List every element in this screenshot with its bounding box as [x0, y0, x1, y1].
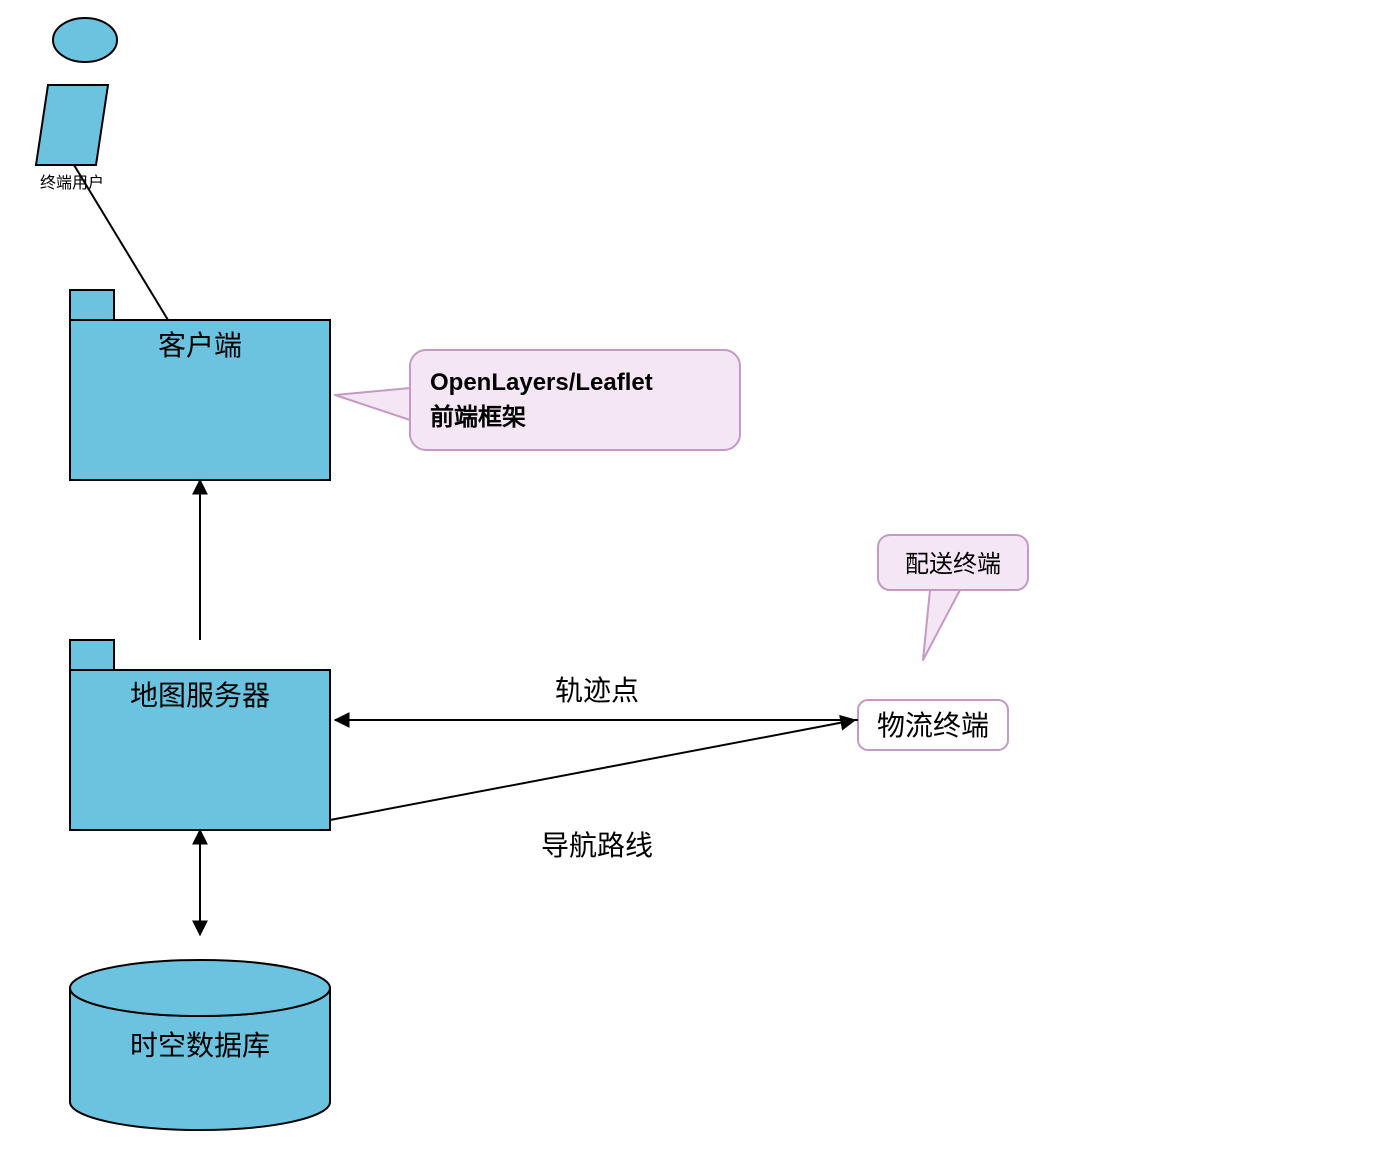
node-logistics: 物流终端 [858, 700, 1008, 750]
callout-line-delivery-0: 配送终端 [905, 551, 1001, 578]
package-label-mapserver: 地图服务器 [130, 680, 270, 711]
node-label-logistics: 物流终端 [877, 710, 989, 741]
database-label: 时空数据库 [130, 1030, 270, 1061]
actor-label: 终端用户 [40, 174, 104, 192]
edge-label-logistics-to-mapserver: 轨迹点 [555, 675, 639, 706]
edge-label-mapserver-to-logistics: 导航路线 [541, 830, 653, 861]
package-label-client: 客户端 [158, 330, 242, 361]
callout-line-openlayers-1: 前端框架 [430, 403, 526, 431]
callout-line-openlayers-0: OpenLayers/Leaflet [430, 369, 653, 396]
database-spatiotemporal: 时空数据库 [70, 960, 330, 1130]
